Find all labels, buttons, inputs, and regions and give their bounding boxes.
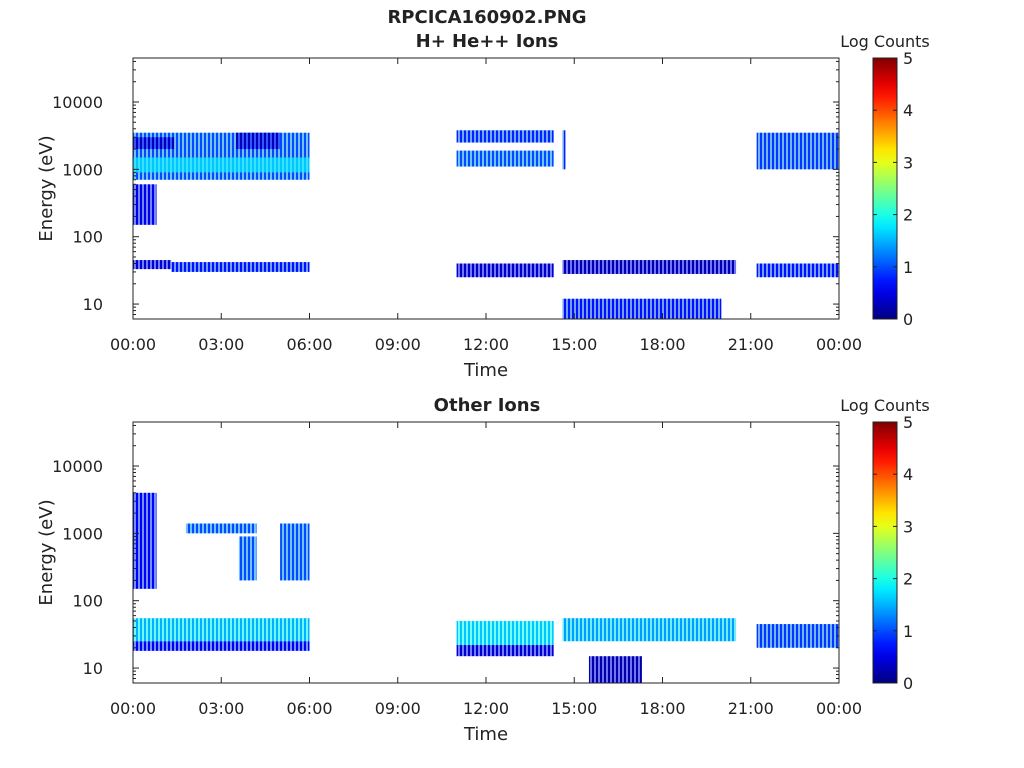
x-tick-label: 00:00	[816, 699, 862, 718]
spectrogram-band	[562, 260, 737, 274]
spectrogram-band	[133, 157, 310, 173]
colorbar-tick-label: 3	[903, 153, 913, 172]
spectrogram-band	[133, 618, 310, 642]
colorbar-scale	[872, 57, 898, 320]
x-tick-label: 00:00	[110, 335, 156, 354]
colorbar-tick-label: 5	[903, 413, 913, 432]
colorbar-tick-label: 0	[903, 674, 913, 693]
y-tick-label: 10000	[52, 457, 103, 476]
x-tick-label: 03:00	[198, 335, 244, 354]
spectrogram-band	[171, 262, 310, 272]
colorbar-scale	[872, 421, 898, 684]
x-tick-label: 00:00	[110, 699, 156, 718]
x-tick-label: 21:00	[728, 699, 774, 718]
spectrogram-band	[235, 132, 281, 150]
colorbar-tick-label: 1	[903, 622, 913, 641]
y-tick-label: 100	[72, 228, 103, 247]
colorbar-label: Log Counts	[840, 396, 930, 415]
spectrogram-band	[756, 132, 839, 170]
x-tick-label: 09:00	[375, 699, 421, 718]
spectrogram-band	[588, 656, 642, 683]
colorbar-tick-label: 3	[903, 517, 913, 536]
spectrogram-band	[456, 620, 554, 645]
y-tick-label: 100	[72, 592, 103, 611]
x-tick-label: 18:00	[639, 335, 685, 354]
spectrogram-band	[185, 523, 257, 534]
y-tick-label: 10	[83, 659, 103, 678]
spectrogram-band	[133, 492, 157, 589]
spectrogram-band	[456, 644, 554, 657]
x-tick-label: 21:00	[728, 335, 774, 354]
x-tick-label: 15:00	[551, 699, 597, 718]
spectrogram-band	[456, 150, 554, 167]
spectrogram-data	[133, 492, 839, 683]
y-tick-label: 10000	[52, 93, 103, 112]
y-axis-label: Energy (eV)	[36, 135, 57, 241]
spectrogram-band	[280, 523, 310, 581]
y-tick-label: 1000	[62, 524, 103, 543]
x-axis: 00:00 03:00 06:00 09:00 12:00 15:00 18:00 21:00…	[110, 422, 862, 745]
colorbar-tick-label: 2	[903, 206, 913, 225]
x-tick-label: 15:00	[551, 335, 597, 354]
x-tick-label: 18:00	[639, 699, 685, 718]
spectrogram-band	[133, 260, 172, 270]
x-tick-label: 12:00	[463, 335, 509, 354]
x-tick-label: 09:00	[375, 335, 421, 354]
x-axis-label: Time	[463, 724, 508, 745]
plot-area	[133, 58, 839, 319]
spectrogram-band	[562, 298, 722, 319]
x-tick-label: 00:00	[816, 335, 862, 354]
bottom-panel-title: Other Ions	[433, 395, 541, 416]
y-axis: 10 100 1000 10000 Energy (eV)	[36, 60, 839, 320]
x-tick-label: 06:00	[286, 699, 332, 718]
colorbar-label: Log Counts	[840, 32, 930, 51]
spectrogram-band	[756, 624, 839, 648]
top-panel-title: H+ He++ Ions	[415, 31, 559, 52]
spectrogram-band	[133, 137, 175, 150]
x-axis-label: Time	[463, 360, 508, 381]
spectrogram-band	[238, 536, 257, 581]
x-tick-label: 03:00	[198, 699, 244, 718]
figure-title: RPCICA160902.PNG	[387, 7, 587, 28]
spectrogram-band	[456, 130, 554, 143]
colorbar-tick-label: 0	[903, 310, 913, 329]
spectrogram-data	[133, 130, 839, 319]
colorbar-tick-label: 2	[903, 570, 913, 589]
x-tick-label: 06:00	[286, 335, 332, 354]
colorbar-tick-label: 4	[903, 101, 913, 120]
spectrogram-band	[562, 130, 566, 170]
y-tick-label: 1000	[62, 160, 103, 179]
x-tick-label: 12:00	[463, 699, 509, 718]
y-axis: 10 100 1000 10000 Energy (eV)	[36, 424, 839, 684]
colorbar-tick-label: 4	[903, 465, 913, 484]
spectrogram-band	[562, 618, 737, 642]
spectrogram-band	[456, 263, 554, 278]
spectrogram-band	[133, 641, 310, 651]
y-tick-label: 10	[83, 295, 103, 314]
colorbar-tick-label: 1	[903, 258, 913, 277]
spectrogram-band	[756, 263, 839, 278]
x-axis: 00:00 03:00 06:00 09:00 12:00 15:00 18:00 21:00…	[110, 58, 862, 381]
spectrogram-band	[133, 184, 157, 225]
y-axis-label: Energy (eV)	[36, 499, 57, 605]
colorbar-tick-label: 5	[903, 49, 913, 68]
